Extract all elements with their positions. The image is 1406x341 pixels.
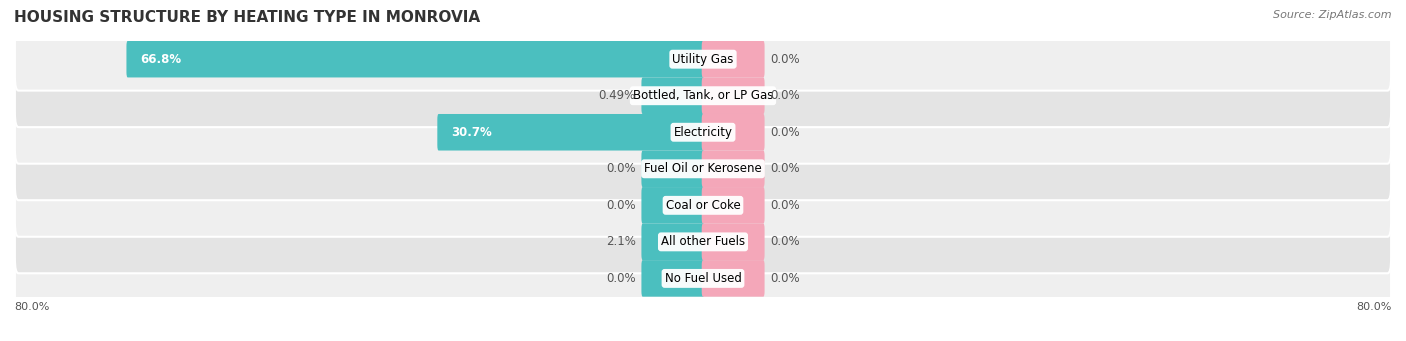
Text: All other Fuels: All other Fuels [661,235,745,248]
Text: 0.0%: 0.0% [606,199,636,212]
Text: 30.7%: 30.7% [451,126,492,139]
FancyBboxPatch shape [702,41,765,77]
Text: 0.0%: 0.0% [770,235,800,248]
Text: 0.49%: 0.49% [599,89,636,102]
Text: Source: ZipAtlas.com: Source: ZipAtlas.com [1274,10,1392,20]
FancyBboxPatch shape [15,247,1391,310]
FancyBboxPatch shape [641,187,704,224]
FancyBboxPatch shape [15,210,1391,273]
FancyBboxPatch shape [702,150,765,187]
Text: 0.0%: 0.0% [606,162,636,175]
Text: Utility Gas: Utility Gas [672,53,734,66]
Text: 0.0%: 0.0% [770,89,800,102]
Text: 66.8%: 66.8% [141,53,181,66]
FancyBboxPatch shape [641,77,704,114]
Text: 0.0%: 0.0% [770,53,800,66]
Text: Electricity: Electricity [673,126,733,139]
FancyBboxPatch shape [641,224,704,260]
Text: 0.0%: 0.0% [606,272,636,285]
Text: 0.0%: 0.0% [770,272,800,285]
Text: 0.0%: 0.0% [770,199,800,212]
FancyBboxPatch shape [702,224,765,260]
FancyBboxPatch shape [15,28,1391,91]
Text: 0.0%: 0.0% [770,162,800,175]
Text: Fuel Oil or Kerosene: Fuel Oil or Kerosene [644,162,762,175]
FancyBboxPatch shape [702,187,765,224]
FancyBboxPatch shape [641,150,704,187]
FancyBboxPatch shape [15,174,1391,237]
Text: 80.0%: 80.0% [14,302,49,312]
FancyBboxPatch shape [127,41,704,77]
Text: Bottled, Tank, or LP Gas: Bottled, Tank, or LP Gas [633,89,773,102]
Text: No Fuel Used: No Fuel Used [665,272,741,285]
Text: HOUSING STRUCTURE BY HEATING TYPE IN MONROVIA: HOUSING STRUCTURE BY HEATING TYPE IN MON… [14,10,481,25]
FancyBboxPatch shape [15,64,1391,127]
Text: 0.0%: 0.0% [770,126,800,139]
FancyBboxPatch shape [641,260,704,297]
FancyBboxPatch shape [15,101,1391,164]
Text: 2.1%: 2.1% [606,235,636,248]
Text: Coal or Coke: Coal or Coke [665,199,741,212]
FancyBboxPatch shape [702,77,765,114]
FancyBboxPatch shape [15,137,1391,200]
Text: 80.0%: 80.0% [1357,302,1392,312]
FancyBboxPatch shape [702,114,765,150]
FancyBboxPatch shape [437,114,704,150]
FancyBboxPatch shape [702,260,765,297]
